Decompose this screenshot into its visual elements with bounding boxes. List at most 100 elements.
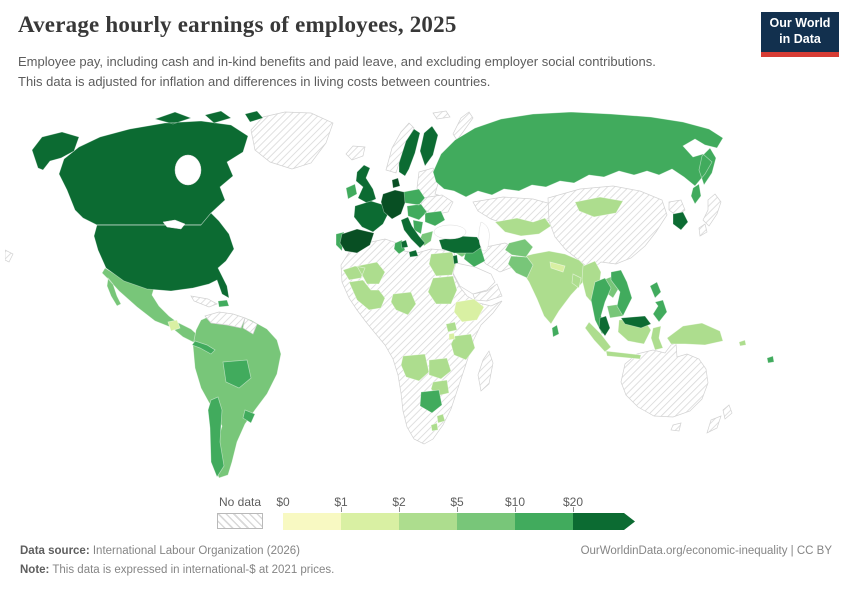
caspian-sea	[478, 221, 490, 252]
region-tanzania[interactable]	[450, 333, 476, 361]
tick-mark	[515, 507, 516, 512]
legend-bin-2-5[interactable]	[399, 513, 457, 530]
legend-tick-1: $1	[334, 495, 348, 509]
region-russia[interactable]	[432, 111, 724, 205]
region-central-europe[interactable]	[380, 189, 406, 220]
region-italy[interactable]	[400, 216, 426, 258]
region-rwanda-burundi[interactable]	[448, 332, 456, 341]
region-alaska[interactable]	[31, 131, 80, 171]
region-ethiopia[interactable]	[453, 298, 485, 323]
empty-regions	[452, 262, 496, 295]
region-hispaniola[interactable]	[217, 299, 230, 308]
region-angola[interactable]	[400, 353, 430, 382]
chart-footer: Data source: International Labour Organi…	[20, 545, 832, 576]
data-source-line: Data source: International Labour Organi…	[20, 545, 300, 557]
region-finland[interactable]	[419, 125, 439, 167]
subtitle-line-2: This data is adjusted for inflation and …	[18, 73, 491, 89]
region-usa[interactable]	[93, 212, 235, 299]
owid-link[interactable]: OurWorldinData.org/economic-inequality |…	[580, 545, 832, 557]
region-norway[interactable]	[385, 122, 415, 174]
region-japan[interactable]	[698, 193, 722, 237]
region-israel[interactable]	[452, 254, 459, 265]
region-central-asia[interactable]	[494, 217, 552, 237]
region-costa-rica-panama[interactable]	[191, 340, 216, 355]
owid-logo[interactable]: Our World in Data	[761, 12, 839, 57]
region-fiji[interactable]	[766, 355, 775, 364]
no-data-swatch[interactable]	[217, 513, 263, 529]
region-africa-no-data-base[interactable]	[340, 238, 503, 445]
region-saudi-arabia[interactable]	[452, 262, 496, 295]
region-nigeria[interactable]	[390, 291, 417, 316]
region-france[interactable]	[353, 200, 389, 233]
region-afghanistan[interactable]	[504, 238, 534, 258]
region-vietnam[interactable]	[610, 269, 633, 317]
region-south-america[interactable]	[192, 311, 282, 479]
region-chukotka-fragment[interactable]	[5, 249, 14, 263]
region-philippines[interactable]	[649, 281, 668, 323]
region-india[interactable]	[517, 250, 589, 325]
region-zambia-zimbabwe[interactable]	[428, 357, 452, 397]
great-lakes	[162, 219, 186, 230]
region-bolivia[interactable]	[222, 359, 252, 389]
region-sudan[interactable]	[427, 275, 458, 305]
region-canada[interactable]	[58, 110, 264, 226]
region-sweden[interactable]	[398, 128, 421, 177]
region-denmark[interactable]	[391, 177, 401, 189]
note-label: Note:	[20, 564, 50, 576]
legend-bin-5-10[interactable]	[457, 513, 515, 530]
region-sri-lanka[interactable]	[551, 324, 560, 338]
region-botswana[interactable]	[419, 389, 443, 414]
region-south-korea[interactable]	[672, 211, 689, 231]
region-lesotho-eswatini[interactable]	[430, 413, 446, 432]
tick-mark	[573, 507, 574, 512]
region-west-africa[interactable]	[342, 261, 386, 311]
world-map	[5, 110, 845, 482]
black-sea	[433, 224, 467, 240]
region-bangladesh[interactable]	[571, 273, 582, 289]
legend-tick-row: $0 $1 $2 $5 $10 $20	[276, 495, 647, 512]
data-source-label: Data source:	[20, 545, 90, 557]
note-text: This data is expressed in international-…	[49, 564, 335, 576]
bin2-regions	[167, 261, 566, 341]
region-indonesia[interactable]	[584, 317, 664, 360]
region-chile[interactable]	[207, 396, 225, 478]
legend-bin-10-20[interactable]	[515, 513, 573, 530]
legend-bin-20-plus-arrow[interactable]	[573, 513, 635, 530]
bin6-regions	[31, 110, 689, 337]
region-greenland[interactable]	[250, 111, 334, 170]
legend-color-bar: $0 $1 $2 $5 $10 $20	[276, 495, 647, 530]
region-guatemala[interactable]	[167, 319, 181, 332]
owid-logo-box: Our World in Data	[761, 12, 839, 52]
region-uk[interactable]	[355, 164, 377, 204]
logo-line-1: Our World	[769, 16, 831, 31]
region-spain[interactable]	[339, 228, 375, 254]
region-australia[interactable]	[620, 342, 709, 432]
region-pakistan[interactable]	[507, 255, 534, 279]
legend-tick-2: $2	[392, 495, 406, 509]
region-cuba[interactable]	[190, 295, 218, 308]
region-new-guinea[interactable]	[666, 322, 747, 347]
legend-bin-1-2[interactable]	[341, 513, 399, 530]
subtitle-line-1: Employee pay, including cash and in-kind…	[18, 54, 656, 69]
region-nepal[interactable]	[549, 261, 566, 273]
bin4-regions	[101, 267, 282, 479]
legend-bin-0-1[interactable]	[283, 513, 341, 530]
legend-tick-3: $5	[450, 495, 464, 509]
legend-tick-5: $20	[562, 495, 584, 509]
region-guyanas[interactable]	[242, 317, 258, 335]
region-venezuela[interactable]	[204, 311, 246, 329]
region-malaysia[interactable]	[598, 315, 652, 337]
region-eastern-europe[interactable]	[402, 188, 446, 235]
region-ireland[interactable]	[345, 183, 358, 200]
legend-gradient-bar	[283, 513, 635, 530]
region-new-zealand[interactable]	[706, 404, 733, 434]
region-uruguay[interactable]	[242, 409, 256, 424]
data-source-text: International Labour Organization (2026)	[89, 545, 301, 557]
region-madagascar[interactable]	[477, 350, 494, 392]
region-mongolia[interactable]	[574, 196, 624, 218]
region-iceland[interactable]	[345, 145, 366, 161]
bin6-deep-regions	[339, 177, 406, 254]
region-uganda[interactable]	[445, 321, 458, 333]
legend-no-data[interactable]: No data	[217, 495, 263, 529]
